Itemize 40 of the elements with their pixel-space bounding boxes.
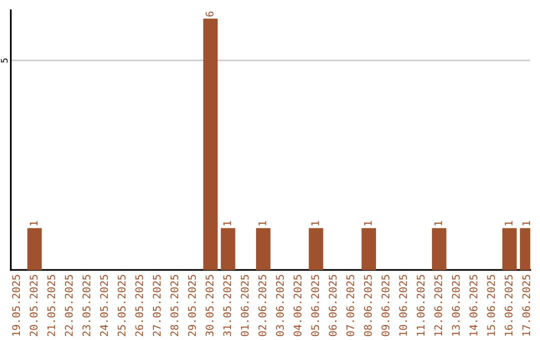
x-tick-label: 07.06.2025 bbox=[346, 274, 354, 336]
x-tick-label: 02.06.2025 bbox=[258, 274, 266, 336]
x-tick-label: 14.06.2025 bbox=[470, 274, 478, 336]
x-tick-label: 26.05.2025 bbox=[135, 274, 144, 336]
x-tick-label: 05.06.2025 bbox=[311, 274, 320, 336]
x-tick-label: 20.05.2025 bbox=[30, 274, 38, 336]
x-tick-label: 24.05.2025 bbox=[100, 274, 108, 336]
x-tick-label: 16.06.2025 bbox=[504, 274, 513, 336]
y-tick-label: 5 bbox=[0, 58, 8, 63]
x-tick-label: 21.05.2025 bbox=[47, 274, 56, 336]
x-tick-label: 25.05.2025 bbox=[118, 274, 126, 336]
data-label: 1 bbox=[364, 221, 372, 226]
data-label: 1 bbox=[30, 221, 38, 226]
x-tick-label: 22.05.2025 bbox=[64, 274, 73, 336]
x-tick-label: 13.06.2025 bbox=[452, 274, 460, 336]
data-label: 1 bbox=[311, 221, 319, 226]
x-tick-label: 01.06.2025 bbox=[240, 274, 249, 336]
x-tick-label: 15.06.2025 bbox=[487, 274, 495, 336]
x-tick-label: 12.06.2025 bbox=[434, 274, 442, 336]
data-label: 1 bbox=[434, 221, 442, 226]
x-tick-label: 03.06.2025 bbox=[276, 274, 284, 336]
x-tick-label: 29.05.2025 bbox=[188, 274, 196, 336]
data-label: 1 bbox=[258, 221, 266, 226]
x-tick-label: 11.06.2025 bbox=[416, 274, 425, 336]
x-tick-label: 09.06.2025 bbox=[382, 274, 390, 336]
x-tick-label: 23.05.2025 bbox=[82, 274, 90, 336]
x-tick-label: 17.06.2025 bbox=[522, 274, 530, 336]
data-label: 6 bbox=[206, 12, 214, 17]
data-label: 1 bbox=[504, 221, 512, 226]
data-label: 1 bbox=[223, 221, 231, 226]
x-tick-label: 27.05.2025 bbox=[152, 274, 161, 336]
x-tick-label: 19.05.2025 bbox=[12, 274, 20, 336]
x-tick-label: 08.06.2025 bbox=[364, 274, 372, 336]
x-tick-label: 06.06.2025 bbox=[328, 274, 337, 336]
x-tick-label: 30.05.2025 bbox=[206, 274, 214, 336]
x-tick-label: 31.05.2025 bbox=[223, 274, 232, 336]
x-tick-label: 04.06.2025 bbox=[294, 274, 302, 336]
data-label: 1 bbox=[522, 221, 530, 226]
x-tick-label: 10.06.2025 bbox=[399, 274, 408, 336]
x-tick-label: 28.05.2025 bbox=[170, 274, 178, 336]
